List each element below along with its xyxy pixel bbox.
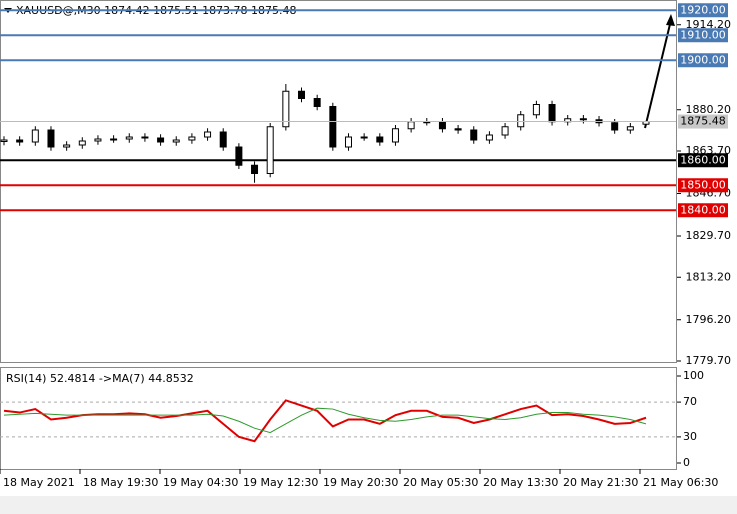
y-tick-label: 100 [683,369,704,382]
level-label-box [678,203,728,218]
candle-body [219,131,227,148]
candle-body [485,134,493,141]
x-tick-label: 19 May 20:30 [323,476,398,489]
y-tick-label: 1813.20 [686,270,732,283]
x-tick-label: 18 May 19:30 [83,476,158,489]
y-tick-label: 1914.20 [686,18,732,31]
y-tick-label: 1779.70 [686,354,732,367]
candle-body [298,90,306,99]
main-panel [0,0,677,363]
candle-body [391,128,399,143]
candle-body [188,136,196,141]
series-line [3,407,647,434]
y-tick-label: 1829.70 [686,229,732,242]
candle-body [329,106,337,148]
candle-body [78,140,86,146]
candle-body [360,136,368,139]
candle-body [235,146,243,166]
candle-body [204,131,212,138]
level-label-box [678,153,728,168]
candle-body [626,126,634,131]
x-tick-label: 19 May 12:30 [243,476,318,489]
candle-body [313,98,321,107]
candle-body [251,164,259,174]
candle-body [470,129,478,141]
x-tick-label: 21 May 06:30 [643,476,718,489]
level-label: 1840.00 [680,203,726,216]
candle-body [157,137,165,143]
candle-body [125,136,133,140]
y-tick-label: 0 [683,456,690,469]
candle-body [438,121,446,130]
candle-body [344,136,352,148]
candle-body [110,138,118,141]
candle-body [172,139,180,143]
level-label: 1900.00 [680,53,726,66]
y-tick-label: 70 [683,395,697,408]
level-label-box [678,53,728,68]
level-label: 1920.00 [680,3,726,16]
arrow [644,19,672,129]
x-tick-label: 18 May 2021 [3,476,75,489]
candle-body [454,128,462,131]
last-price-box [678,114,728,129]
candle-body [532,104,540,116]
y-tick-label: 30 [683,430,697,443]
x-tick-label: 20 May 21:30 [563,476,638,489]
candle-body [579,118,587,121]
candle-body [517,114,525,128]
candle-body [63,144,71,148]
candle-body [282,90,290,128]
candle-body [548,104,556,123]
arrow-head [666,14,675,26]
candle-body [31,129,39,143]
x-tick-label: 20 May 05:30 [403,476,478,489]
candle-body [16,139,24,143]
level-label: 1910.00 [680,28,726,41]
candle-body [501,126,509,136]
level-label-box [678,3,728,18]
rsi-panel [0,367,677,470]
series-line [3,399,647,443]
x-tick-label: 20 May 13:30 [483,476,558,489]
candle-body [47,129,55,148]
candle-body [407,121,415,130]
candle-body [611,122,619,131]
level-label: 1850.00 [680,178,726,191]
candle-body [0,139,8,142]
level-label-box [678,28,728,43]
level-label: 1860.00 [680,153,726,166]
candle-body [141,136,149,139]
rsi-title: RSI(14) 52.4814 ->MA(7) 44.8532 [6,372,194,385]
last-price-label: 1875.48 [680,115,726,128]
x-tick-label: 19 May 04:30 [163,476,238,489]
y-tick-label: 1880.20 [686,103,732,116]
level-label-box [678,178,728,193]
candle-body [266,126,274,174]
candle-body [376,136,384,143]
y-tick-label: 1796.20 [686,313,732,326]
candle-body [94,138,102,142]
